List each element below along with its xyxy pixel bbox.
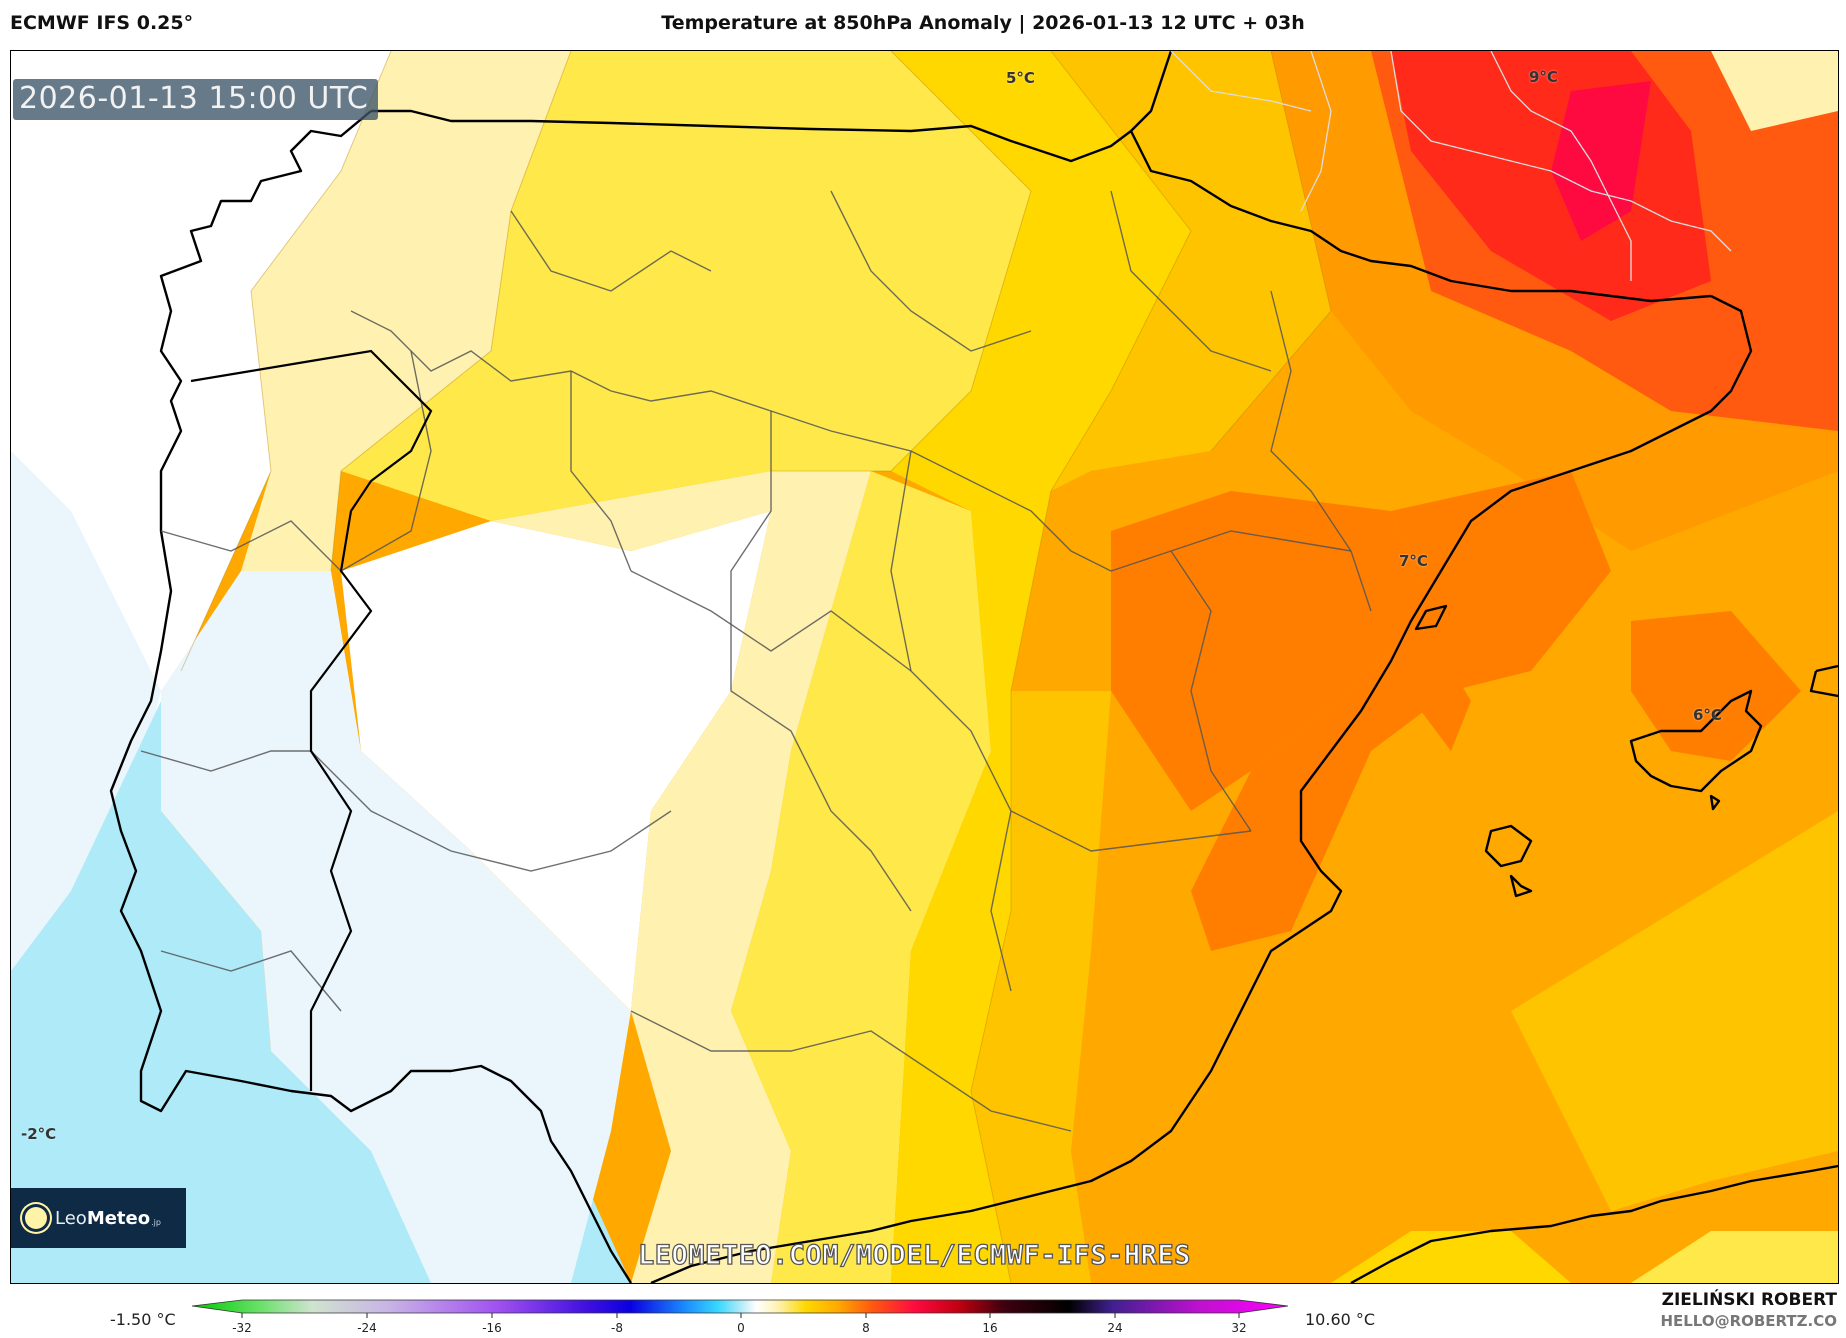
colorbar-tick: -8 <box>611 1321 623 1335</box>
colorbar-tick: -16 <box>482 1321 502 1335</box>
logo-text-light: Leo <box>55 1207 87 1229</box>
author-credit: ZIELIŃSKI ROBERT HELLO@ROBERTZ.CO <box>1660 1290 1837 1330</box>
logo-text-bold: Meteo <box>86 1207 151 1229</box>
sun-icon <box>25 1207 47 1229</box>
temperature-anomaly-field <box>11 51 1838 1283</box>
colorbar-tick: -32 <box>232 1321 252 1335</box>
colorbar: -32 -24 -16 -8 0 8 16 24 32 <box>191 1299 1289 1335</box>
colorbar-tick: 32 <box>1231 1321 1246 1335</box>
model-title: ECMWF IFS 0.25° <box>10 12 194 34</box>
map-canvas: 2026-01-13 15:00 UTC 5°C 9°C 7°C 6°C -2°… <box>10 50 1839 1284</box>
colorbar-tick: -24 <box>357 1321 377 1335</box>
isotherm-label-minus2c: -2°C <box>21 1125 57 1143</box>
isotherm-label-6c: 6°C <box>1693 706 1722 724</box>
isotherm-label-5c: 5°C <box>1006 69 1035 87</box>
chart-title: Temperature at 850hPa Anomaly | 2026-01-… <box>661 12 1305 34</box>
colorbar-tick: 16 <box>982 1321 997 1335</box>
colorbar-tick: 0 <box>737 1321 745 1335</box>
valid-time-badge: 2026-01-13 15:00 UTC <box>13 79 379 120</box>
author-email: HELLO@ROBERTZ.CO <box>1660 1312 1837 1330</box>
isotherm-label-7c: 7°C <box>1399 552 1428 570</box>
source-watermark: LEOMETEO.COM/MODEL/ECMWF-IFS-HRES <box>637 1239 1191 1271</box>
logo-text-tld: .jp <box>151 1217 161 1227</box>
author-name: ZIELIŃSKI ROBERT <box>1661 1290 1837 1310</box>
colorbar-min-label: -1.50 °C <box>110 1310 176 1329</box>
colorbar-max-label: 10.60 °C <box>1305 1310 1376 1329</box>
isotherm-label-9c: 9°C <box>1529 68 1558 86</box>
leometeo-logo: Leo Meteo .jp <box>11 1188 186 1248</box>
colorbar-tick: 24 <box>1107 1321 1122 1335</box>
colorbar-tick: 8 <box>862 1321 870 1335</box>
